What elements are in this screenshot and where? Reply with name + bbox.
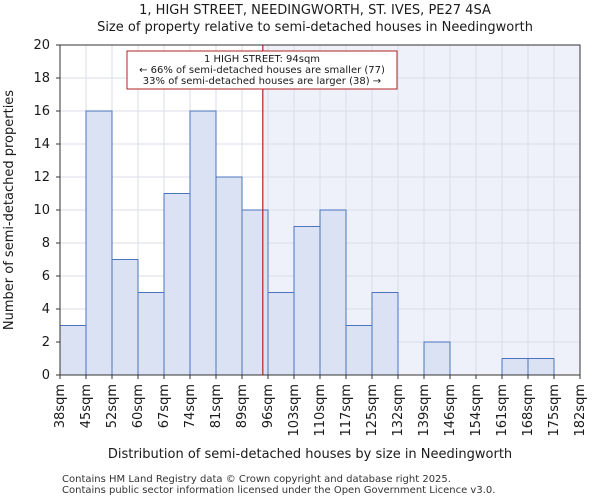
annotation-line-1: 1 HIGH STREET: 94sqm: [204, 54, 320, 65]
x-tick-label: 81sqm: [209, 384, 224, 428]
x-tick-label: 161sqm: [495, 384, 510, 437]
x-tick-label: 182sqm: [573, 384, 588, 437]
footer-line-1: Contains HM Land Registry data © Crown c…: [62, 474, 451, 485]
y-tick-label: 6: [42, 269, 50, 284]
x-tick-label: 117sqm: [339, 384, 354, 437]
bar-125sqm: [371, 292, 399, 376]
chart-subtitle: Size of property relative to semi-detach…: [97, 20, 533, 35]
x-tick-label: 67sqm: [157, 384, 172, 428]
x-axis: 38sqm 45sqm 52sqm 60sqm 67sqm 74sqm 81sqm 89sqm…: [53, 375, 588, 437]
x-tick-label: 168sqm: [521, 384, 536, 437]
y-tick-label: 20: [33, 38, 50, 53]
y-tick-label: 4: [42, 302, 50, 317]
y-tick-label: 12: [33, 170, 50, 185]
y-tick-label: 0: [42, 368, 50, 383]
bar-117sqm: [345, 325, 373, 376]
bar-139sqm: [423, 341, 451, 376]
bar-67sqm: [163, 193, 191, 376]
bar-60sqm: [137, 292, 165, 376]
y-axis-label: Number of semi-detached properties: [2, 90, 17, 330]
y-tick-label: 10: [33, 203, 50, 218]
x-tick-label: 89sqm: [235, 384, 250, 428]
bar-45sqm: [85, 110, 113, 376]
annotation-line-3: 33% of semi-detached houses are larger (…: [143, 76, 381, 87]
bar-161sqm: [501, 358, 529, 376]
x-tick-label: 139sqm: [417, 384, 432, 437]
x-tick-label: 74sqm: [183, 384, 198, 428]
y-tick-label: 16: [33, 104, 50, 119]
footer-line-2: Contains public sector information licen…: [62, 485, 495, 496]
bar-96sqm: [267, 292, 295, 376]
bars: [59, 110, 555, 376]
x-axis-label: Distribution of semi-detached houses by …: [108, 447, 512, 462]
x-tick-label: 146sqm: [443, 384, 458, 437]
y-tick-label: 2: [42, 335, 50, 350]
bar-89sqm: [241, 209, 269, 376]
x-tick-label: 45sqm: [79, 384, 94, 428]
y-axis: 0 2 4 6 8 10 12 14 16 18 20: [33, 38, 60, 383]
property-annotation: 1 HIGH STREET: 94sqm ← 66% of semi-detac…: [126, 50, 398, 90]
y-tick-label: 8: [42, 236, 50, 251]
chart-title: 1, HIGH STREET, NEEDINGWORTH, ST. IVES, …: [139, 3, 491, 18]
bar-38sqm: [59, 325, 87, 376]
x-tick-label: 125sqm: [365, 384, 380, 437]
bar-74sqm: [189, 110, 217, 376]
annotation-box: [126, 50, 398, 90]
bar-168sqm: [527, 358, 555, 376]
bar-52sqm: [111, 259, 139, 376]
x-tick-label: 103sqm: [287, 384, 302, 437]
bar-110sqm: [319, 209, 347, 376]
y-tick-label: 18: [33, 71, 50, 86]
x-tick-label: 96sqm: [261, 384, 276, 428]
y-tick-label: 14: [33, 137, 50, 152]
x-tick-label: 175sqm: [547, 384, 562, 437]
x-tick-label: 52sqm: [105, 384, 120, 428]
x-tick-label: 154sqm: [469, 384, 484, 437]
x-tick-label: 38sqm: [53, 384, 68, 428]
bar-81sqm: [215, 176, 243, 376]
x-tick-label: 60sqm: [131, 384, 146, 428]
bar-103sqm: [293, 226, 321, 376]
x-tick-label: 110sqm: [313, 384, 328, 437]
x-tick-label: 132sqm: [391, 384, 406, 437]
annotation-line-2: ← 66% of semi-detached houses are smalle…: [139, 65, 385, 76]
